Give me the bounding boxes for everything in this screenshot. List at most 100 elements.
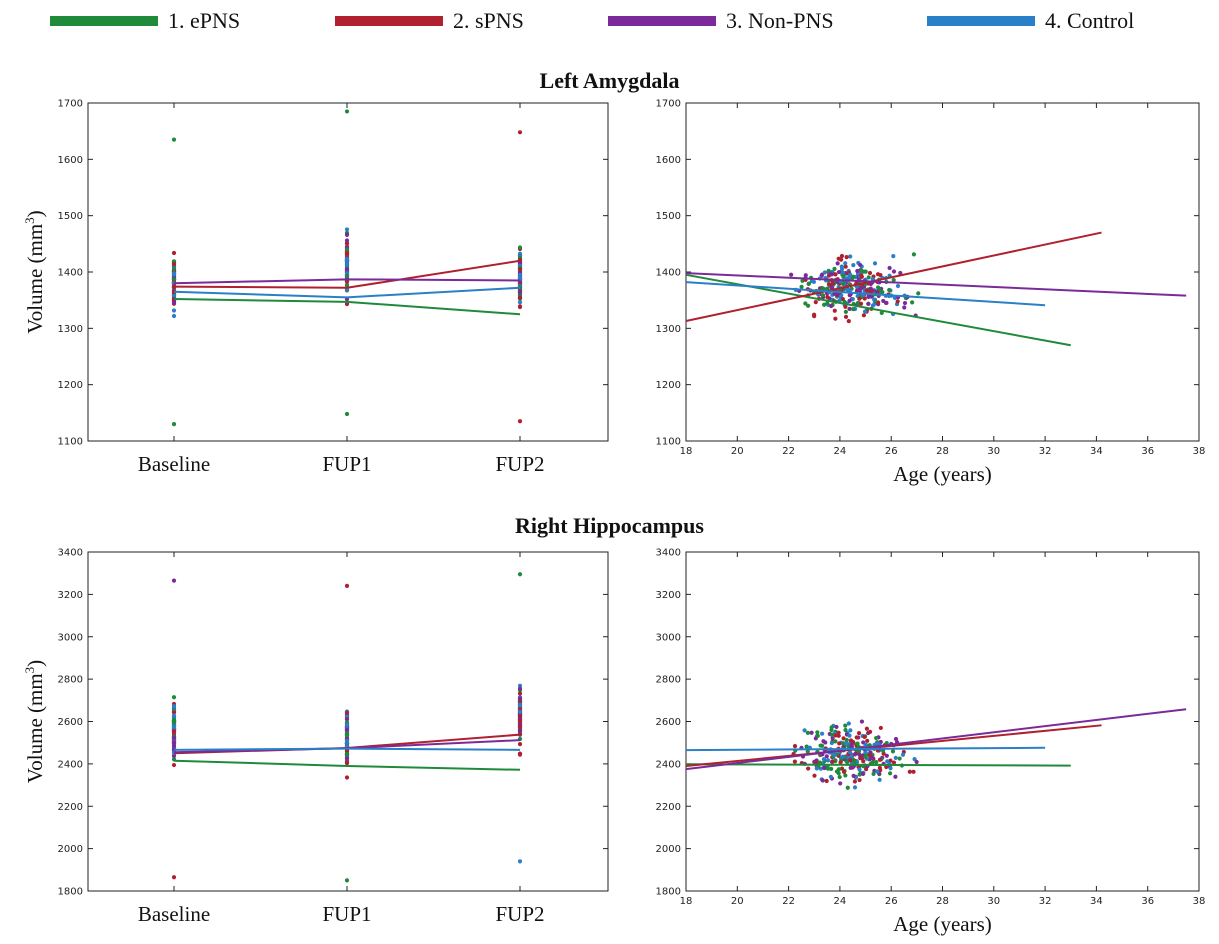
data-point [834,724,839,730]
data-point [837,741,842,746]
panel-1: 1100 1200 1300 1400 1500 1600 1700 Volume (mm3)… [22,99,609,476]
data-point [344,279,350,284]
data-point [836,269,842,275]
y-tick-label: 2200 [656,802,681,813]
data-point [344,731,350,736]
x-tick-label: 28 [936,896,949,907]
data-point [517,706,523,711]
plot-frame [685,102,1200,442]
data-point [843,727,848,733]
data-point [824,754,829,759]
data-point [171,272,177,277]
y-axis-label: Volume (mm3) [22,210,47,333]
data-point [517,245,523,250]
data-point [517,696,523,701]
data-point [888,771,893,776]
y-tick-label: 2800 [656,675,681,686]
data-point [887,265,892,271]
data-point [858,262,863,268]
y-tick-label: 1700 [58,99,83,110]
data-point [875,285,881,290]
data-point [517,709,523,714]
data-point [832,266,837,271]
data-point [833,733,838,738]
data-point [817,760,823,765]
data-point [852,779,858,784]
data-point [847,298,852,303]
data-point [860,771,866,777]
x-tick-label: 38 [1193,896,1206,907]
data-point [171,728,177,734]
data-point [833,739,838,744]
data-point [866,275,871,280]
data-point [843,264,848,269]
data-point [848,254,853,259]
data-point [819,731,825,736]
data-point [517,295,523,300]
data-point [344,722,350,727]
y-tick-label: 2600 [58,717,83,728]
data-point [846,318,851,324]
data-point [874,741,879,747]
data-point [839,266,845,272]
y-axis-label-sup: 3 [22,667,37,674]
data-point [890,749,896,754]
data-point [856,749,862,754]
series-line [173,759,521,771]
data-point [806,303,811,308]
data-point [862,734,867,740]
data-point [822,270,827,275]
data-point [517,719,523,724]
data-point [855,268,860,274]
data-point [841,769,847,775]
data-point [872,297,877,302]
x-tick-label: 36 [1141,896,1154,907]
data-point [824,778,829,784]
data-point [843,304,848,309]
data-point [861,759,866,764]
data-point [517,272,523,278]
data-point [517,419,523,424]
data-point [344,232,350,237]
data-point [865,738,870,743]
data-point [829,303,834,309]
data-point [874,289,879,294]
data-point [862,296,867,301]
data-point [171,308,177,313]
data-point [868,286,873,291]
fit-line [685,231,1102,322]
data-point [868,750,873,755]
data-point [841,273,846,278]
series-line [173,278,521,285]
data-point [902,305,907,310]
y-tick-label: 1400 [656,268,681,279]
data-point [841,736,846,741]
data-point [802,728,807,733]
y-tick-label: 1200 [656,380,681,391]
data-point [910,300,915,305]
y-tick-label: 2800 [58,675,83,686]
legend-label-epns: 1. ePNS [168,8,241,33]
x-tick-label: 18 [680,446,693,457]
y-tick-label: 1800 [656,887,681,898]
data-point [895,283,901,289]
data-point [893,774,898,779]
data-point [829,272,834,277]
data-point [792,759,797,764]
x-category-label: FUP2 [495,902,544,926]
data-point [907,769,912,774]
data-point [859,268,864,273]
data-point [858,755,863,760]
data-point [857,296,862,301]
data-point [820,286,825,291]
data-point [517,691,523,696]
y-tick-label: 3400 [58,548,83,559]
data-point [517,742,523,747]
fit-line [685,763,1071,767]
data-point [867,729,873,734]
fit-line [685,281,1046,307]
data-point [344,411,350,417]
data-point [851,773,856,778]
data-point [852,785,858,790]
data-point [885,759,890,764]
